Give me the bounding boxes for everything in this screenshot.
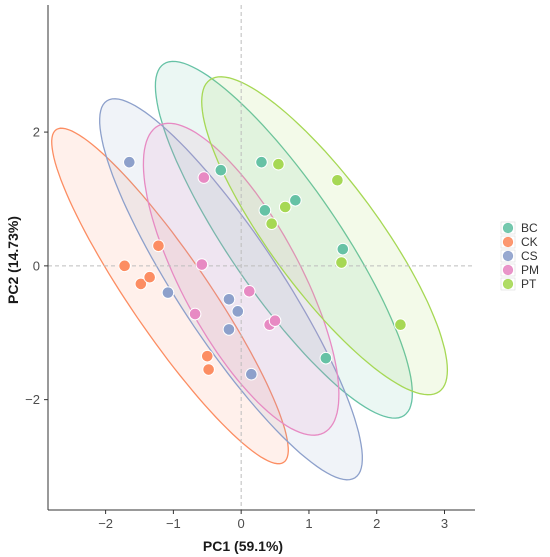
y-tick-label: −2	[25, 392, 40, 407]
legend-label-ck: CK	[521, 235, 538, 249]
point-cs-5	[222, 323, 236, 336]
axes: −2 −1 0 1 2 3 −2 0 2	[25, 5, 475, 531]
legend-marker-ck	[502, 236, 514, 248]
point-ck-5	[200, 349, 214, 363]
x-tick-label: 1	[305, 516, 312, 531]
x-axis-title: PC1 (59.1%)	[203, 538, 283, 554]
point-pt-4	[331, 173, 344, 187]
point-pm-3	[188, 307, 202, 321]
point-bc-4	[289, 194, 302, 207]
point-pt-5	[335, 256, 348, 269]
point-pt-1	[272, 157, 285, 171]
legend-marker-bc	[502, 222, 514, 234]
legend-marker-cs	[502, 250, 514, 262]
point-cs-1	[123, 155, 136, 169]
point-cs-3	[222, 293, 236, 306]
point-pt-3	[278, 200, 292, 214]
point-ck-4	[152, 239, 165, 253]
point-ck-2	[134, 277, 148, 291]
legend-label-bc: BC	[521, 221, 538, 235]
point-pt-6	[394, 318, 407, 332]
point-bc-6	[319, 351, 333, 365]
point-pm-6	[268, 314, 282, 328]
point-bc-3	[258, 204, 272, 217]
y-tick-label: 0	[33, 258, 40, 273]
point-bc-5	[336, 242, 350, 256]
point-ck-1	[118, 259, 131, 273]
point-cs-6	[245, 367, 258, 381]
legend-marker-pm	[502, 264, 514, 276]
point-bc-1	[214, 163, 228, 177]
x-tick-label: −2	[98, 516, 113, 531]
x-tick-label: −1	[166, 516, 181, 531]
point-pm-2	[195, 258, 209, 271]
point-pm-4	[243, 284, 256, 298]
data-points	[118, 155, 407, 381]
point-bc-2	[255, 155, 268, 169]
point-ck-3	[143, 270, 156, 284]
y-tick-label: 2	[33, 125, 40, 140]
point-ck-6	[202, 363, 215, 376]
x-tick-label: 3	[441, 516, 448, 531]
x-tick-label: 0	[238, 516, 245, 531]
legend-label-pt: PT	[521, 277, 537, 291]
y-axis-title: PC2 (14.73%)	[5, 216, 21, 304]
legend-marker-pt	[502, 278, 514, 290]
point-pm-1	[197, 171, 211, 184]
point-cs-2	[161, 286, 175, 299]
point-pt-2	[265, 217, 278, 231]
x-tick-label: 2	[373, 516, 380, 531]
legend-label-pm: PM	[521, 263, 539, 277]
legend-label-cs: CS	[521, 249, 538, 263]
point-cs-4	[231, 305, 245, 318]
confidence-ellipses	[51, 60, 449, 481]
